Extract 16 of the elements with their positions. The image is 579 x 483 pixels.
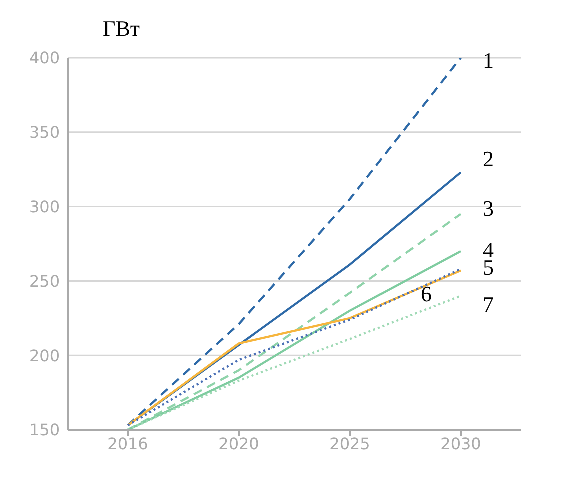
x-tick-label: 2016 — [108, 434, 148, 454]
y-tick-label: 150 — [29, 420, 60, 440]
y-tick-label: 200 — [29, 346, 60, 366]
x-tick-label: 2020 — [218, 434, 260, 454]
y-tick-label: 400 — [29, 48, 60, 68]
x-tick-label: 2030 — [440, 434, 482, 454]
y-tick-label: 350 — [29, 123, 60, 142]
series-label: 7 — [483, 292, 494, 318]
series-label: 2 — [483, 146, 494, 172]
y-tick-label: 250 — [29, 272, 60, 291]
y-axis-title: ГВт — [103, 16, 140, 42]
y-tick-label: 300 — [29, 197, 60, 216]
series-label: 3 — [483, 196, 494, 222]
series-label: 6 — [421, 281, 432, 306]
x-tick-label: 2025 — [330, 434, 370, 454]
series-label: 1 — [483, 48, 494, 73]
